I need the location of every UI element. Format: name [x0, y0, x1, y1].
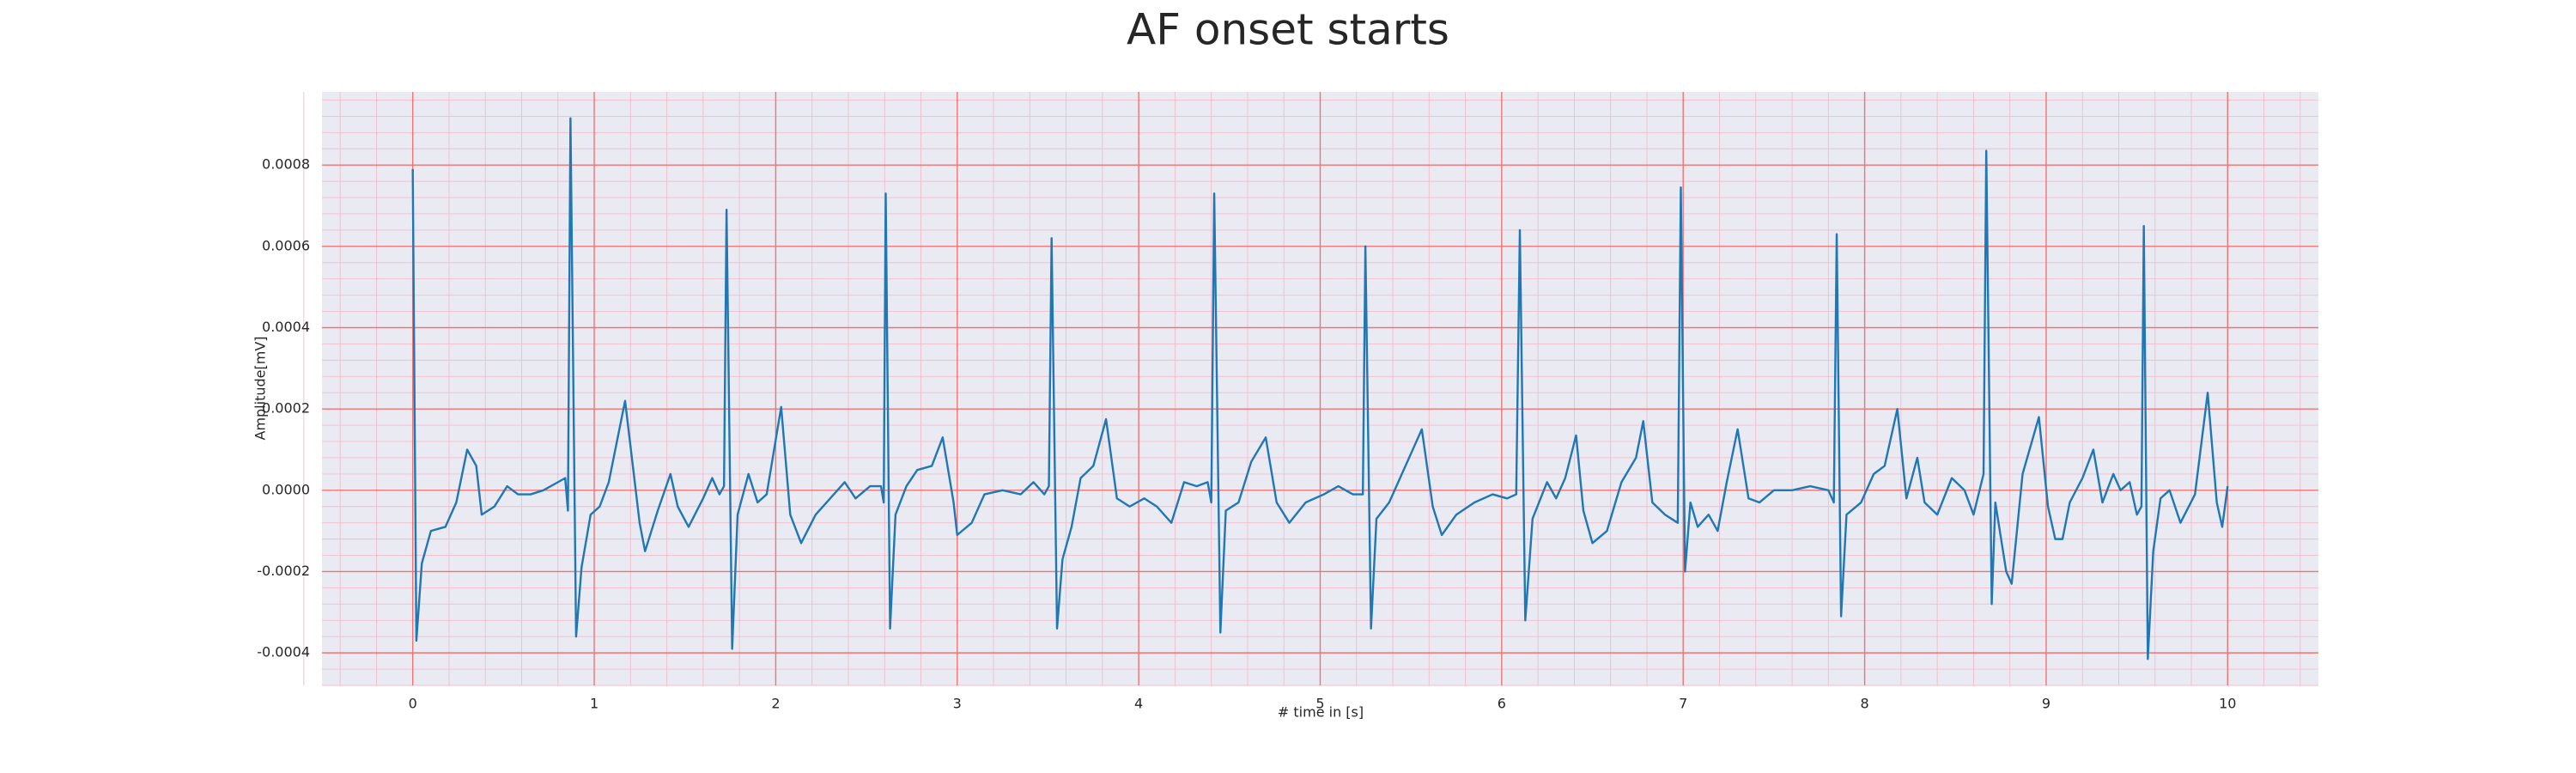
x-tick-label: 4 — [1134, 696, 1143, 712]
x-tick-label: 5 — [1315, 696, 1324, 712]
y-tick-label: 0.0008 — [262, 156, 310, 173]
x-tick-label: 10 — [2219, 696, 2236, 712]
x-tick-label: 6 — [1498, 696, 1506, 712]
x-tick-label: 1 — [590, 696, 598, 712]
y-tick-label: 0.0000 — [262, 481, 310, 497]
y-tick-label: -0.0002 — [257, 563, 310, 579]
x-tick-label: 2 — [771, 696, 780, 712]
grid — [303, 92, 2318, 686]
y-tick-label: 0.0006 — [262, 237, 310, 253]
y-tick-label: 0.0002 — [262, 400, 310, 417]
ecg-line — [411, 117, 2229, 660]
plot-marks — [411, 117, 2229, 660]
tick-labels: 0 1 2 3 4 5 6 7 8 9 10 -0.0004 -0.0002 0.0000 0.0002 0.… — [257, 156, 2236, 712]
y-axis-label: Amplitude[mV] — [252, 336, 269, 440]
x-tick-label: 3 — [953, 696, 962, 712]
x-tick-label: 7 — [1679, 696, 1687, 712]
x-axis-label: # time in [s] — [1278, 704, 1364, 721]
y-tick-label: -0.0004 — [257, 644, 310, 660]
y-tick-label: 0.0004 — [262, 319, 310, 335]
x-tick-label: 0 — [409, 696, 417, 712]
x-tick-label: 8 — [1860, 696, 1868, 712]
chart-title: AF onset starts — [1127, 5, 1449, 55]
x-tick-label: 9 — [2042, 696, 2050, 712]
